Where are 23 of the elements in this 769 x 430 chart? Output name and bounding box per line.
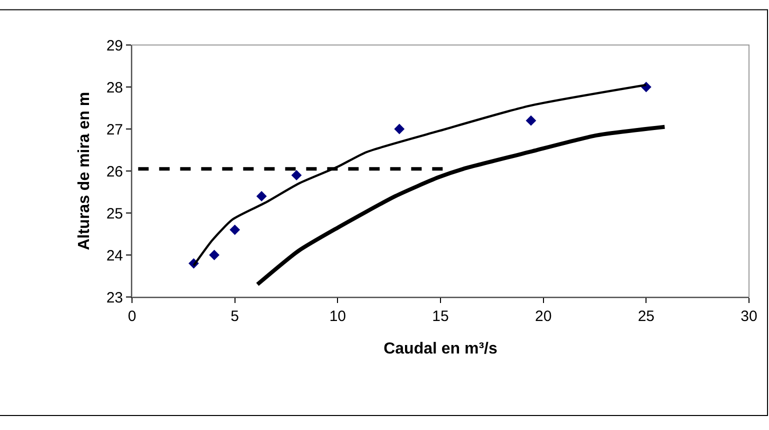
point bbox=[230, 224, 240, 235]
point bbox=[526, 115, 536, 126]
y-tick-label: 28 bbox=[106, 79, 123, 96]
y-tick-label: 23 bbox=[106, 289, 123, 306]
point bbox=[394, 124, 405, 134]
line-series bbox=[255, 124, 667, 286]
point bbox=[291, 170, 302, 180]
point bbox=[209, 250, 220, 260]
y-tick-label: 27 bbox=[106, 121, 123, 138]
x-axis-title: Caudal en m³/s bbox=[384, 340, 498, 358]
x-tick-label: 20 bbox=[534, 308, 552, 325]
y-tick-label: 25 bbox=[106, 205, 123, 222]
y-tick-label: 26 bbox=[106, 163, 123, 180]
y-tick-label: 29 bbox=[106, 37, 123, 54]
point bbox=[256, 191, 267, 202]
y-axis-title: Alturas de mira en m bbox=[76, 92, 94, 250]
x-tick-label: 30 bbox=[740, 308, 758, 325]
x-tick-label: 15 bbox=[432, 308, 449, 325]
y-tick-label: 24 bbox=[106, 247, 123, 264]
x-tick-label: 25 bbox=[638, 308, 655, 325]
x-tick-label: 0 bbox=[128, 308, 136, 325]
x-tick-label: 10 bbox=[329, 308, 346, 325]
x-tick-label: 5 bbox=[230, 308, 239, 325]
